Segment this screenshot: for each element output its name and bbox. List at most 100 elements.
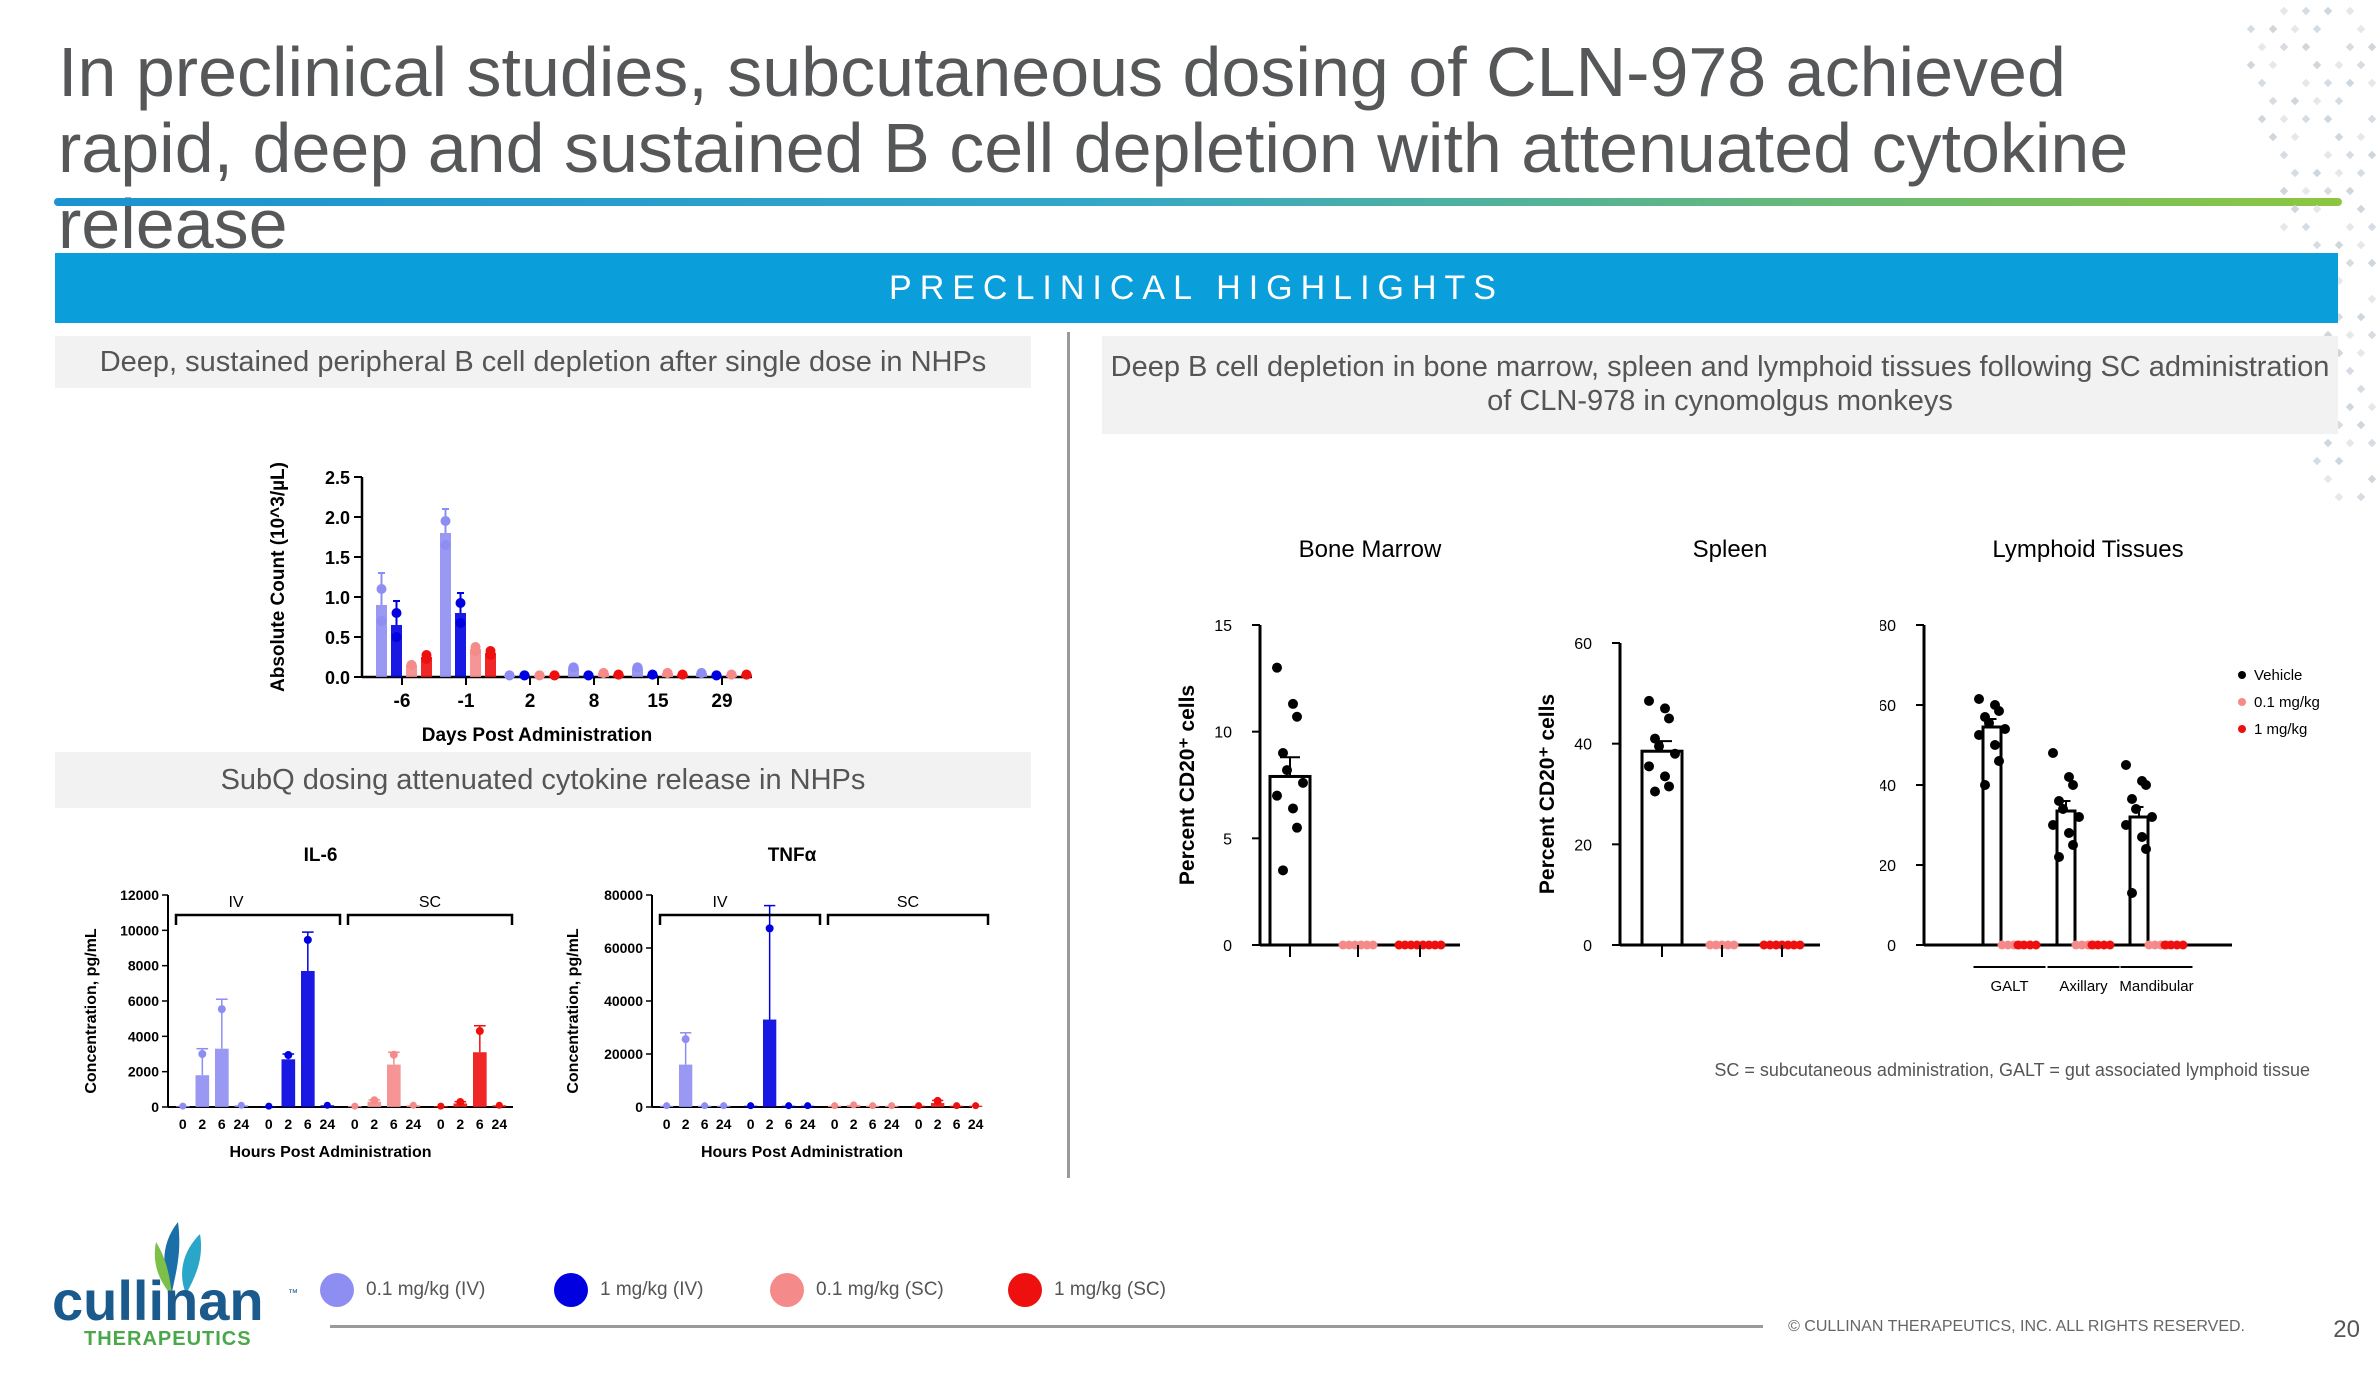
x-category-label: GALT <box>1990 978 2028 995</box>
data-point <box>1670 748 1680 759</box>
decorative-dot <box>2356 60 2366 70</box>
decorative-dot <box>2345 222 2355 232</box>
data-point <box>391 632 402 642</box>
legend-item: 0.1 mg/kg (IV) <box>320 1270 485 1310</box>
decorative-dot <box>2290 168 2300 178</box>
decorative-dot <box>2367 402 2377 412</box>
decorative-dot <box>2323 114 2333 124</box>
y-tick-label: 5 <box>1223 831 1232 848</box>
x-tick-label: 6 <box>701 1116 709 1132</box>
legend-label: 0.1 mg/kg <box>2254 694 2320 711</box>
data-point <box>323 1101 331 1109</box>
legend-label: 0.1 mg/kg (IV) <box>366 1279 486 1300</box>
bone-marrow-chart: Bone Marrow 0 5 10 15 Percent CD20⁺ cells <box>1176 536 1460 957</box>
data-point <box>456 1098 465 1107</box>
logo-wordmark: cullinan <box>52 1269 264 1332</box>
decorative-dot <box>2290 96 2300 106</box>
decorative-dot <box>2279 186 2289 196</box>
y-tick-label: 1.5 <box>325 548 350 568</box>
decorative-dot <box>2356 420 2366 430</box>
data-point <box>421 654 432 664</box>
group-label: IV <box>228 894 243 911</box>
decorative-dot <box>2356 204 2366 214</box>
logo-tagline: THERAPEUTICS <box>84 1328 252 1350</box>
data-point <box>198 1050 207 1058</box>
data-point <box>701 1102 709 1110</box>
y-tick-label: 4000 <box>128 1028 159 1044</box>
decorative-dot <box>2323 186 2333 196</box>
y-tick-label: 20000 <box>604 1046 643 1062</box>
group-label: SC <box>419 894 441 911</box>
decorative-dot <box>2367 42 2377 52</box>
data-point <box>869 1102 877 1110</box>
data-point <box>470 646 481 656</box>
chart-title: Spleen <box>1693 536 1768 563</box>
group-label: IV <box>712 894 727 911</box>
decorative-dot <box>2345 42 2355 52</box>
decorative-dot <box>2246 60 2256 70</box>
decorative-dot <box>2345 150 2355 160</box>
data-point <box>1292 711 1302 722</box>
decorative-dot <box>2312 240 2322 250</box>
x-tick-label: 24 <box>320 1116 336 1132</box>
data-point <box>720 1102 728 1110</box>
x-axis-label: Hours Post Administration <box>701 1144 903 1161</box>
page-number: 20 <box>2333 1316 2360 1343</box>
decorative-dot <box>2345 438 2355 448</box>
x-tick-label: 0 <box>663 1116 671 1132</box>
data-point <box>613 669 624 680</box>
data-point <box>237 1101 245 1109</box>
decorative-dot <box>2268 96 2278 106</box>
data-point <box>2000 724 2010 734</box>
decorative-dot <box>2279 6 2289 16</box>
x-tick-label: 6 <box>953 1116 961 1132</box>
x-tick-label: 24 <box>968 1116 984 1132</box>
decorative-dot <box>2268 132 2278 142</box>
data-point <box>2048 820 2058 830</box>
data-point <box>303 935 312 944</box>
decorative-dot <box>2356 384 2366 394</box>
y-tick-label: 0 <box>1887 938 1896 955</box>
x-tick-label: 24 <box>800 1116 816 1132</box>
x-tick-label: 29 <box>711 691 732 712</box>
decorative-dot <box>2367 78 2377 88</box>
data-point <box>217 1005 226 1014</box>
decorative-dot <box>2279 114 2289 124</box>
data-point <box>888 1102 896 1110</box>
group-bracket <box>346 913 514 925</box>
bcell-subhead: Deep, sustained peripheral B cell deplet… <box>55 336 1031 388</box>
y-tick-label: 0.0 <box>325 668 350 688</box>
data-point <box>409 1101 417 1109</box>
data-point <box>1990 740 2000 750</box>
data-point <box>389 1050 398 1059</box>
decorative-dot <box>2345 6 2355 16</box>
group-bracket <box>658 913 822 925</box>
data-point <box>519 670 530 681</box>
x-tick-label: 6 <box>304 1116 312 1132</box>
y-axis-label: Percent CD20⁺ cells <box>1536 694 1559 894</box>
x-tick-label: 2 <box>682 1116 690 1132</box>
decorative-dot <box>2356 24 2366 34</box>
bar <box>421 657 432 677</box>
x-tick-label: 2 <box>766 1116 774 1132</box>
data-point <box>696 668 707 678</box>
bar <box>473 1052 487 1107</box>
data-point <box>1288 803 1298 814</box>
copyright: © CULLINAN THERAPEUTICS, INC. ALL RIGHTS… <box>1788 1318 2245 1335</box>
decorative-dot <box>2356 240 2366 250</box>
data-point <box>2064 828 2074 838</box>
legend-swatch <box>320 1273 354 1307</box>
bar <box>376 605 387 677</box>
data-point <box>681 1035 690 1044</box>
decorative-dot <box>2356 132 2366 142</box>
data-point <box>504 670 515 681</box>
data-point <box>1644 761 1654 772</box>
bar <box>470 649 481 677</box>
data-point <box>2147 812 2157 822</box>
decorative-dot <box>2334 456 2344 466</box>
data-point <box>1644 695 1654 706</box>
data-point <box>1974 730 1984 740</box>
data-point <box>2141 780 2151 790</box>
decorative-dot <box>2323 438 2333 448</box>
decorative-dot <box>2367 438 2377 448</box>
